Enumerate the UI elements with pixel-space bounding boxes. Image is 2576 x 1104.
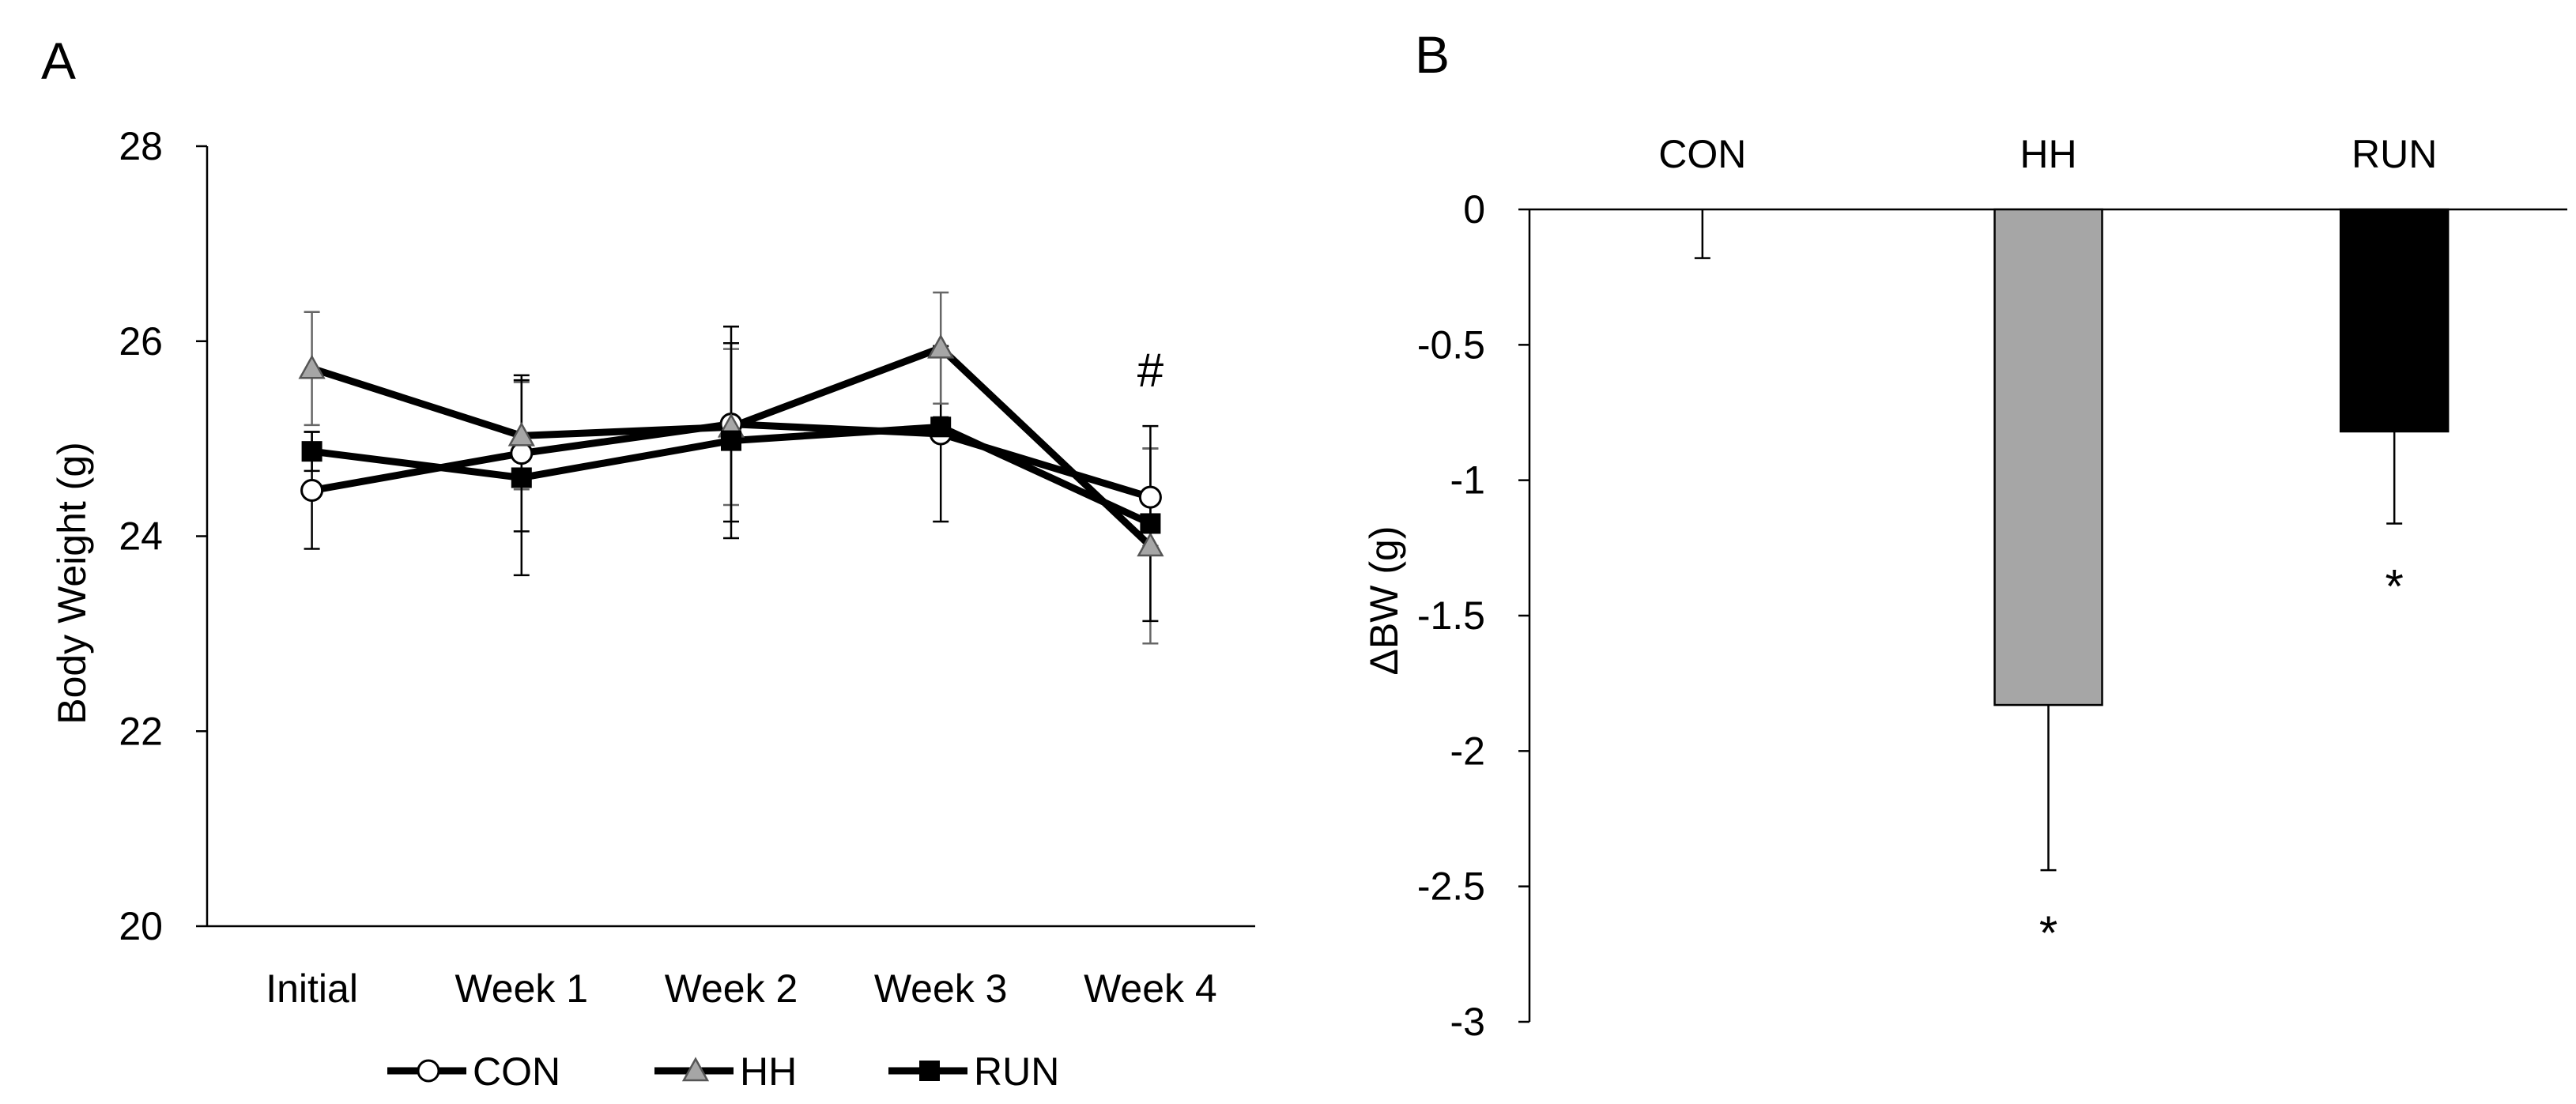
panel-a-y-axis-title: Body Weight (g)	[50, 442, 94, 725]
y-tick-label: 0	[1463, 187, 1485, 232]
x-category-label: HH	[2020, 132, 2076, 176]
data-point-con	[1138, 485, 1162, 509]
y-tick-label: -2	[1450, 729, 1485, 773]
y-tick-label: 28	[119, 124, 163, 168]
x-category-label: RUN	[2352, 132, 2437, 176]
x-tick-label: Initial	[266, 966, 358, 1011]
panel-a-line-chart: A Body Weight (g) 20 22 24 26 28 Initial Week …	[41, 32, 1255, 1094]
panel-a-label: A	[41, 32, 76, 90]
y-tick-label: -3	[1450, 1000, 1485, 1044]
data-point-hh	[298, 354, 326, 379]
x-tick-label: Week 3	[874, 966, 1008, 1011]
x-tick-label: Week 2	[665, 966, 798, 1011]
data-point-hh	[1137, 532, 1164, 557]
panel-b-y-axis-title: ΔBW (g)	[1362, 526, 1406, 676]
x-category-label: CON	[1658, 132, 1746, 176]
panel-b-label: B	[1415, 25, 1450, 84]
data-point-run	[721, 430, 741, 451]
y-tick-label: 22	[119, 709, 163, 753]
data-point-run	[301, 441, 322, 462]
significance-star-run: *	[2385, 560, 2403, 612]
y-tick-label: -2.5	[1417, 865, 1485, 909]
panel-a-legend: CON HH RUN	[387, 1049, 1059, 1094]
legend-marker-con	[417, 1059, 440, 1083]
legend-label-con: CON	[473, 1049, 560, 1094]
data-point-run	[930, 416, 952, 438]
legend-marker-run	[919, 1061, 940, 1081]
bar-run	[2339, 208, 2450, 433]
significance-star-hh: *	[2039, 906, 2057, 959]
legend-label-hh: HH	[740, 1049, 797, 1094]
data-point-run	[511, 467, 532, 488]
y-tick-label: -0.5	[1417, 322, 1485, 367]
legend-label-run: RUN	[974, 1049, 1059, 1094]
significance-hash: #	[1137, 344, 1164, 397]
legend-marker-hh	[681, 1057, 710, 1082]
y-tick-label: 24	[119, 514, 163, 559]
data-point-run	[1140, 513, 1161, 534]
panel-b-bars: **	[1694, 208, 2450, 959]
panel-a-series: #	[298, 291, 1164, 645]
data-point-con	[300, 479, 324, 503]
y-tick-label: 26	[119, 319, 163, 364]
y-tick-label: -1	[1450, 458, 1485, 503]
y-tick-label: 20	[119, 904, 163, 948]
panel-a-axes: 20 22 24 26 28 Initial Week 1 Week 2 Week 3 Week …	[119, 124, 1255, 1011]
x-tick-label: Week 4	[1084, 966, 1217, 1011]
data-point-hh	[507, 421, 535, 446]
y-tick-label: -1.5	[1417, 593, 1485, 638]
data-point-hh	[927, 333, 955, 359]
bar-hh	[1993, 208, 2103, 706]
x-tick-label: Week 1	[454, 966, 588, 1011]
